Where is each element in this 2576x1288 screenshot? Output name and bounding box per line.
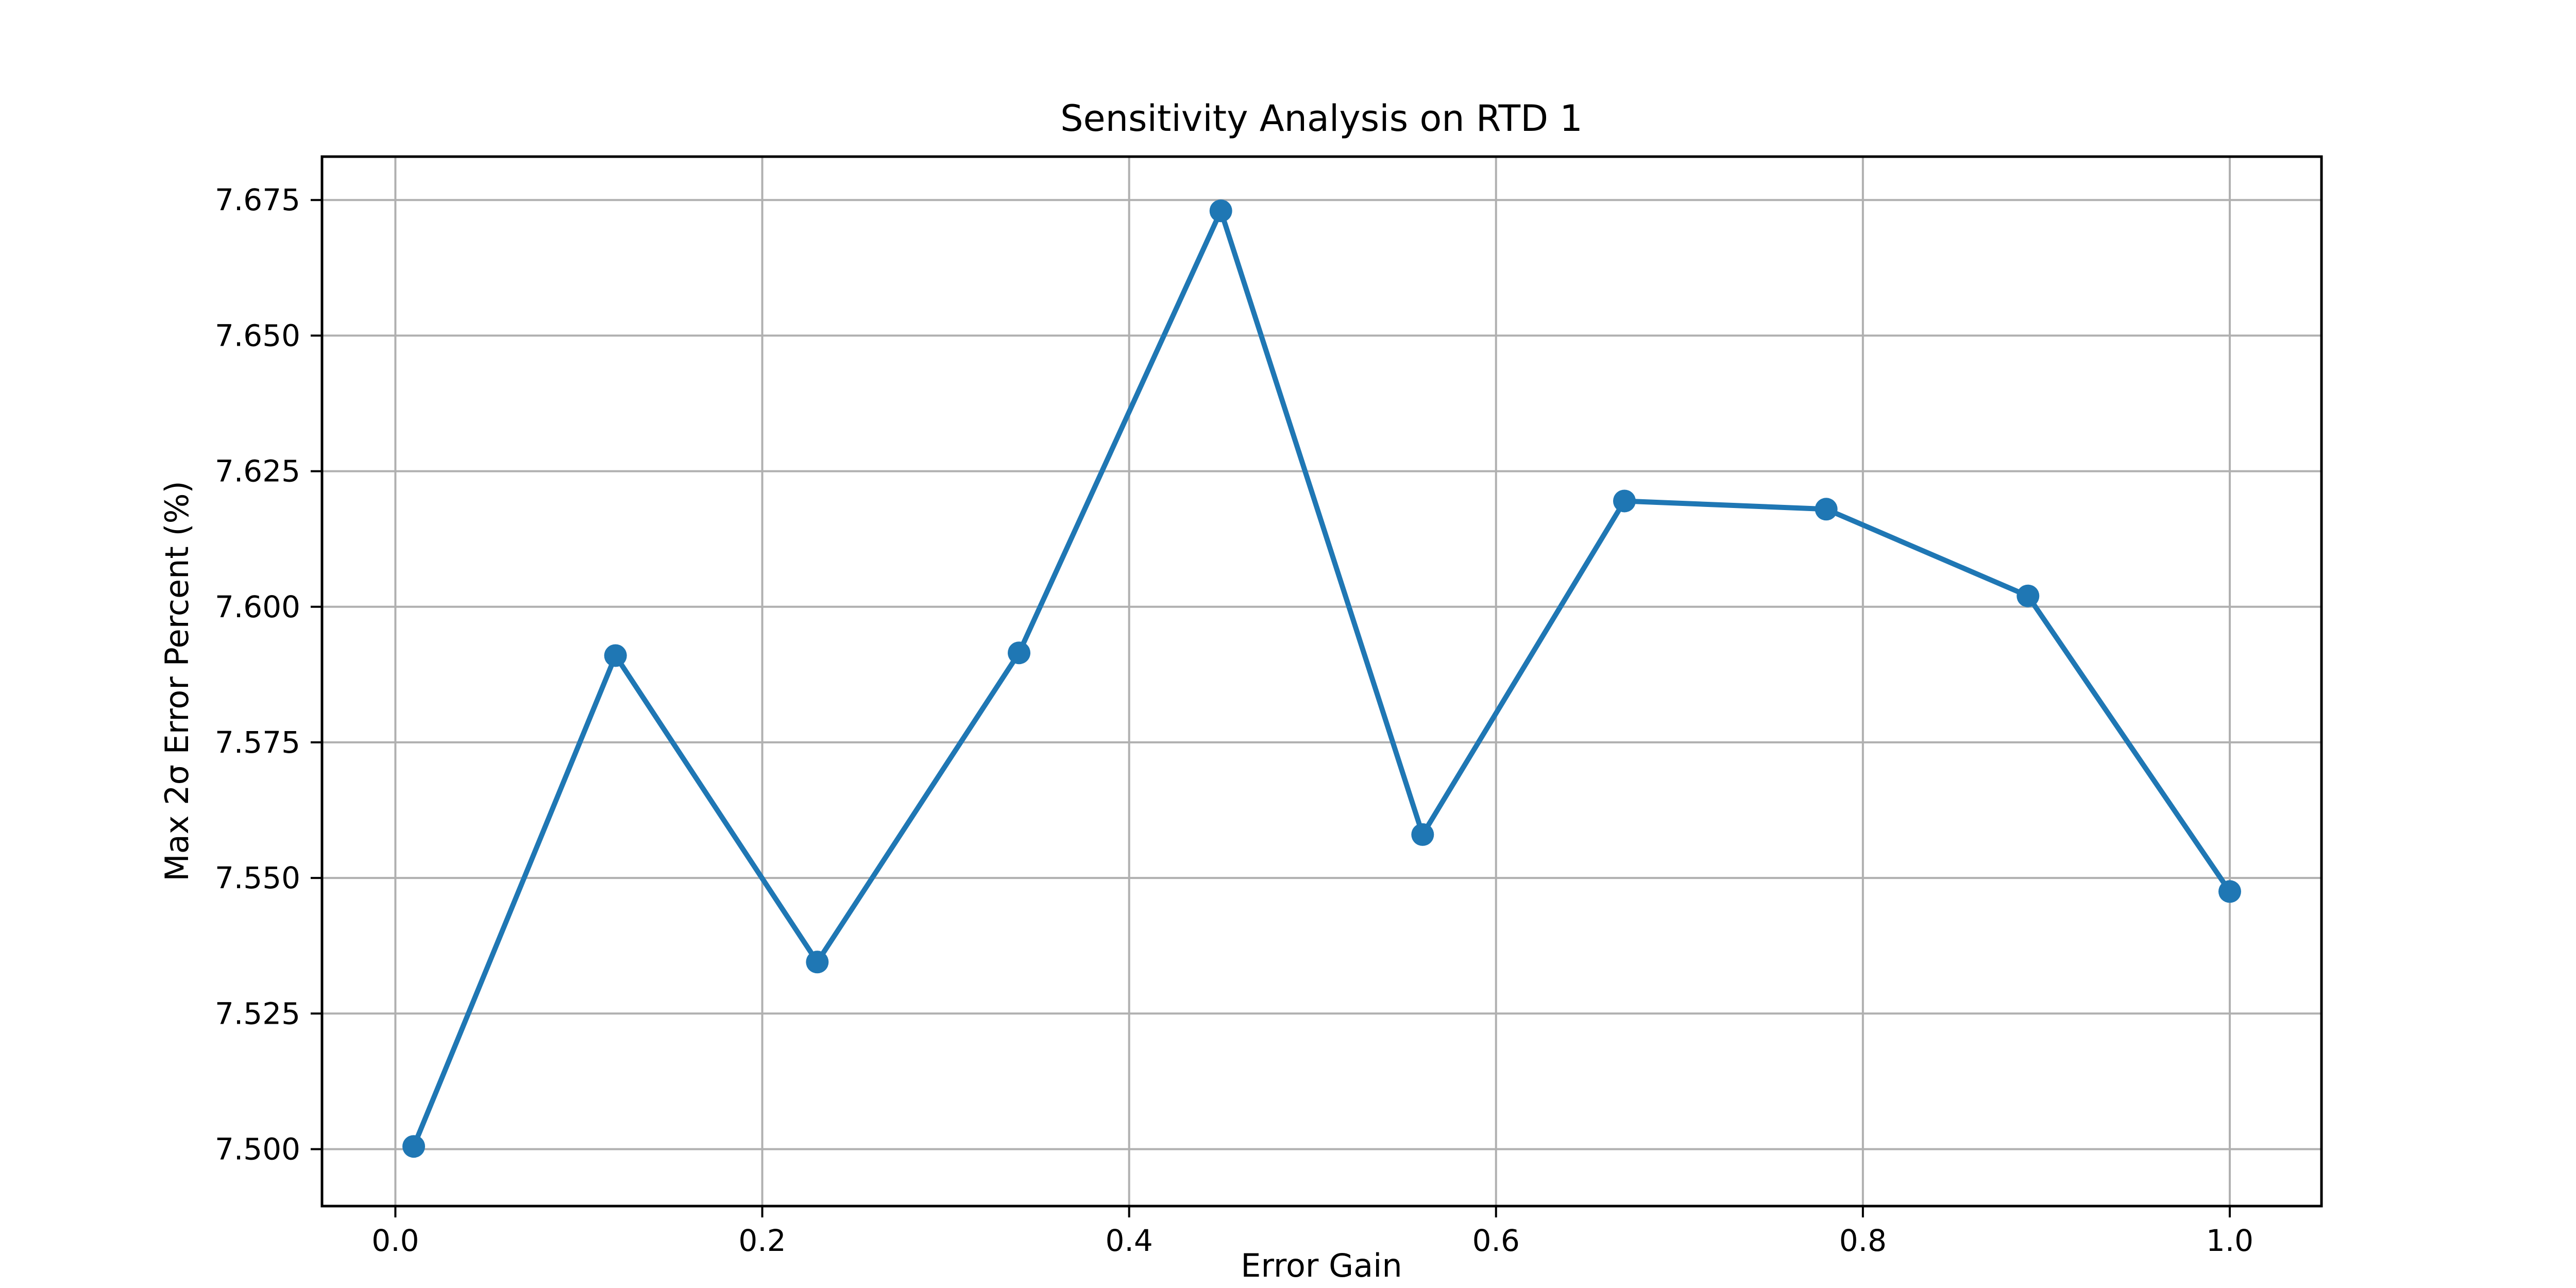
data-point-marker [1815, 498, 1838, 521]
data-point-marker [604, 644, 627, 667]
data-point-marker [402, 1135, 426, 1158]
series-line [411, 208, 2232, 1149]
y-tick-label: 7.650 [215, 318, 300, 353]
data-point-marker [2016, 584, 2040, 607]
data-point-marker [1613, 489, 1636, 513]
y-tick-label: 7.625 [215, 454, 300, 489]
data-point-marker [806, 951, 829, 974]
data-point-marker [1008, 641, 1031, 665]
y-tick-label: 7.575 [215, 725, 300, 760]
y-axis-label: Max 2σ Error Percent (%) [158, 481, 196, 881]
chart-title: Sensitivity Analysis on RTD 1 [1060, 97, 1583, 140]
x-tick-label: 0.6 [1472, 1223, 1520, 1258]
x-tick-label: 0.4 [1106, 1223, 1153, 1258]
y-tick-label: 7.675 [215, 182, 300, 217]
data-series [402, 199, 2241, 1158]
data-point-marker [2218, 880, 2241, 903]
data-point-marker [1411, 823, 1434, 846]
x-tick-label: 0.0 [371, 1223, 419, 1258]
plot-border [320, 155, 2323, 1208]
x-axis-label: Error Gain [1241, 1247, 1402, 1284]
y-tick-label: 7.550 [215, 860, 300, 895]
y-tick-label: 7.525 [215, 996, 300, 1031]
y-tick-label: 7.600 [215, 589, 300, 624]
gridlines [322, 157, 2321, 1206]
x-tick-label: 0.8 [1839, 1223, 1887, 1258]
x-tick-label: 1.0 [2206, 1223, 2253, 1258]
axis-ticks: 0.0 0.2 0.4 0.6 0.8 1.0 7.500 7.525 7.550 7.575 7.… [215, 182, 2253, 1258]
y-tick-label: 7.500 [215, 1131, 300, 1166]
x-tick-label: 0.2 [738, 1223, 786, 1258]
plot-border-rect [320, 155, 2323, 1208]
data-point-marker [1209, 199, 1232, 223]
